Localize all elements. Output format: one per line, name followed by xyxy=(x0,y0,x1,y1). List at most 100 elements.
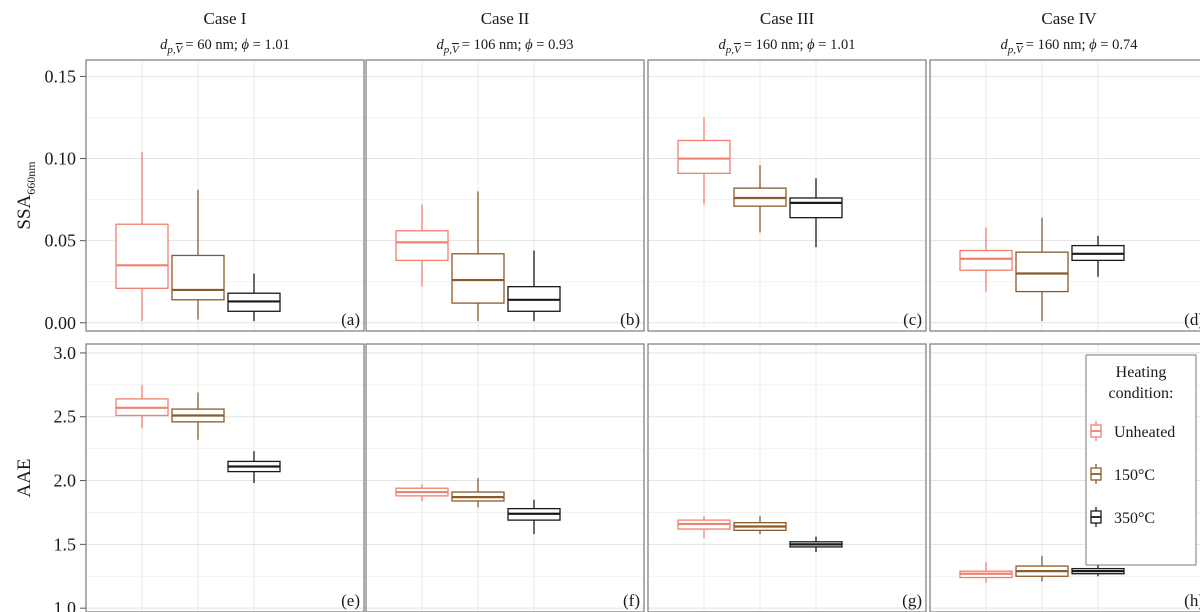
facet-subtitle-vbar: V xyxy=(452,44,460,56)
panel-label: (e) xyxy=(341,591,360,610)
box-350c xyxy=(227,451,281,484)
legend-label: 350°C xyxy=(1114,510,1155,527)
y-tick-label: 1.5 xyxy=(54,534,77,554)
panel-e: (e) xyxy=(85,343,365,612)
facet-subtitle-d: d xyxy=(1001,37,1009,53)
y-axis-title-sub: 660nm xyxy=(24,161,38,195)
y-tick-label: 0.10 xyxy=(45,149,77,169)
box-unheated xyxy=(395,204,449,287)
legend-frame xyxy=(1085,354,1197,566)
y-tick-label: 0.00 xyxy=(45,313,77,333)
y-axis-title-main: SSA xyxy=(14,194,35,229)
panel-c: (c) xyxy=(647,59,927,332)
legend-key xyxy=(1090,507,1102,527)
box-150c xyxy=(733,165,787,233)
facet-subtitle-text: = 160 nm; xyxy=(1026,37,1089,53)
box-body xyxy=(171,254,225,301)
y-tick-label: 0.05 xyxy=(45,231,77,251)
box-350c xyxy=(789,178,843,248)
panel-a: (a) xyxy=(85,59,365,332)
box-150c xyxy=(451,478,505,508)
panel-label: (a) xyxy=(341,310,360,329)
box-body xyxy=(451,253,505,304)
facet-subtitle-vbar: V xyxy=(734,44,742,56)
y-tick-label: 0.15 xyxy=(45,66,77,86)
panel-border xyxy=(647,59,927,332)
facet-subtitle-phi: ϕ xyxy=(242,37,250,53)
box-350c xyxy=(1071,564,1125,577)
box-150c xyxy=(451,191,505,322)
y-tick-label: 2.0 xyxy=(54,471,77,491)
box-150c xyxy=(171,189,225,320)
facet-subtitle-sub: p, xyxy=(443,44,453,56)
box-unheated xyxy=(677,516,731,538)
facet-title: Case III xyxy=(760,9,815,28)
panel-border xyxy=(929,59,1200,332)
panel-label: (h) xyxy=(1184,591,1200,610)
panel-border xyxy=(365,343,645,612)
legend-title-line2: condition: xyxy=(1109,385,1174,402)
panel-border xyxy=(647,343,927,612)
facet-subtitle-vbar: V xyxy=(1016,44,1024,56)
y-tick-label: 2.5 xyxy=(54,407,77,427)
legend-label: Unheated xyxy=(1114,424,1175,441)
box-body xyxy=(115,223,169,289)
facet-subtitle: dp,V = 160 nm; ϕ = 1.01 xyxy=(719,37,856,56)
box-body xyxy=(1015,251,1069,293)
legend-label: 150°C xyxy=(1114,467,1155,484)
facet-title: Case IV xyxy=(1041,9,1097,28)
panel-f: (f) xyxy=(365,343,645,612)
panel-label: (b) xyxy=(620,310,640,329)
panel-label: (c) xyxy=(903,310,922,329)
facet-title: Case I xyxy=(204,9,247,28)
facet-subtitle: dp,V = 60 nm; ϕ = 1.01 xyxy=(160,37,290,56)
legend-key xyxy=(1090,421,1102,441)
facet-subtitle-tail: = 1.01 xyxy=(815,37,856,53)
panel-border xyxy=(929,343,1200,612)
facet-subtitle-vbar: V xyxy=(176,44,184,56)
legend-key xyxy=(1090,464,1102,484)
box-unheated xyxy=(677,117,731,205)
facet-subtitle-tail: = 0.93 xyxy=(533,37,574,53)
panel-border xyxy=(85,343,365,612)
box-150c xyxy=(733,516,787,535)
facet-subtitle-text: = 160 nm; xyxy=(744,37,807,53)
facet-subtitle-text: = 60 nm; xyxy=(185,37,241,53)
box-body xyxy=(677,139,731,174)
panel-b: (b) xyxy=(365,59,645,332)
facet-subtitle: dp,V = 106 nm; ϕ = 0.93 xyxy=(437,37,574,56)
box-350c xyxy=(507,250,561,322)
facet-subtitle-d: d xyxy=(719,37,727,53)
box-350c xyxy=(789,536,843,553)
facet-subtitle-d: d xyxy=(437,37,445,53)
box-350c xyxy=(1071,235,1125,277)
facet-subtitle-phi: ϕ xyxy=(525,37,533,53)
panel-label: (d) xyxy=(1184,310,1200,329)
panel-border xyxy=(365,59,645,332)
legend: Heating condition: Unheated 150°C 350°C xyxy=(1085,354,1197,566)
box-150c xyxy=(1015,555,1069,582)
facet-subtitle-sub: p, xyxy=(725,44,735,56)
facet-subtitle-tail: = 0.74 xyxy=(1097,37,1139,53)
panel-label: (g) xyxy=(902,591,922,610)
box-150c xyxy=(1015,217,1069,322)
box-unheated xyxy=(959,227,1013,292)
y-tick-label: 3.0 xyxy=(54,343,77,363)
facet-title: Case II xyxy=(481,9,530,28)
box-body xyxy=(789,197,843,219)
box-unheated xyxy=(959,562,1013,583)
panel-label: (f) xyxy=(623,591,640,610)
facet-subtitle-phi: ϕ xyxy=(807,37,815,53)
box-150c xyxy=(171,392,225,440)
y-tick-label: 1.0 xyxy=(54,598,77,612)
facet-subtitle-d: d xyxy=(160,37,168,53)
panel-d: (d) xyxy=(929,59,1200,332)
box-350c xyxy=(227,273,281,322)
box-unheated xyxy=(395,484,449,501)
facet-subtitle-tail: = 1.01 xyxy=(249,37,290,53)
box-350c xyxy=(507,499,561,535)
facet-subtitle-phi: ϕ xyxy=(1089,37,1097,53)
y-axis-title: SSA660nm xyxy=(14,161,38,230)
panel-g: (g) xyxy=(647,343,927,612)
